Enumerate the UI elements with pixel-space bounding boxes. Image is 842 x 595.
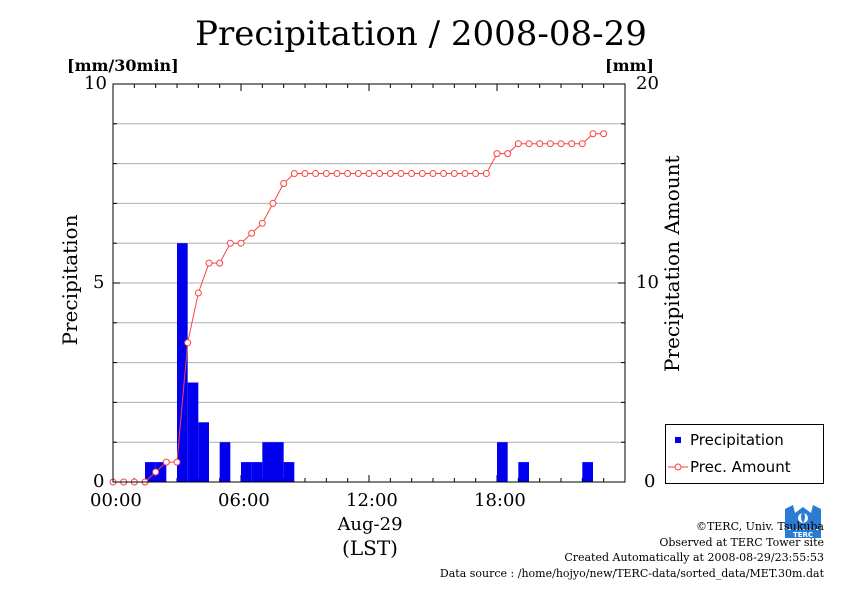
left-axis-unit: [mm/30min] xyxy=(67,56,179,75)
x-date-label: Aug-29 xyxy=(337,514,403,535)
amount-point xyxy=(365,170,373,178)
x-tick-0600: 06:00 xyxy=(218,490,270,511)
amount-point xyxy=(536,140,544,148)
amount-point xyxy=(173,458,181,466)
amount-point xyxy=(493,150,501,158)
amount-point xyxy=(354,170,362,178)
footer-source: Data source : /home/hojyo/new/TERC-data/… xyxy=(439,566,824,580)
precipitation-bar xyxy=(198,422,209,482)
amount-point xyxy=(248,229,256,237)
x-tick-1200: 12:00 xyxy=(346,490,398,511)
precipitation-bar xyxy=(283,462,295,482)
amount-point xyxy=(386,170,394,178)
amount-point xyxy=(472,170,480,178)
legend: Precipitation Prec. Amount xyxy=(665,424,824,484)
terc-logo: TERC xyxy=(783,503,823,539)
precipitation-bars xyxy=(145,243,593,482)
x-tick-1800: 18:00 xyxy=(474,490,526,511)
amount-point xyxy=(205,259,213,267)
svg-text:TERC: TERC xyxy=(793,531,813,539)
precipitation-bar xyxy=(145,462,156,482)
footer: ©TERC, Univ. Tsukuba Observed at TERC To… xyxy=(440,519,824,581)
amount-point xyxy=(216,259,224,267)
amount-point xyxy=(546,140,554,148)
precipitation-bar xyxy=(155,462,167,482)
amount-point xyxy=(461,170,469,178)
amount-point xyxy=(397,170,405,178)
amount-point xyxy=(450,170,458,178)
precipitation-bar xyxy=(241,462,252,482)
amount-point xyxy=(504,150,512,158)
amount-point xyxy=(600,130,608,138)
amount-point xyxy=(269,199,277,207)
precipitation-bar xyxy=(582,462,593,482)
amount-point xyxy=(418,170,426,178)
amount-point xyxy=(408,170,416,178)
precipitation-bar xyxy=(497,442,508,482)
plot-frame xyxy=(112,83,626,483)
amount-point xyxy=(194,289,202,297)
precipitation-bar xyxy=(187,382,199,482)
precipitation-bar xyxy=(251,462,263,482)
left-y-tick-0: 0 xyxy=(93,471,105,492)
amount-point xyxy=(557,140,565,148)
left-y-tick-10: 10 xyxy=(84,73,107,94)
legend-item-precipitation: Precipitation xyxy=(666,430,823,450)
amount-point xyxy=(237,239,245,247)
left-y-tick-5: 5 xyxy=(93,272,105,293)
amount-point xyxy=(333,170,341,178)
legend-line-swatch xyxy=(668,463,688,471)
footer-created: Created Automatically at 2008-08-29/23:5… xyxy=(564,551,824,564)
right-y-tick-10: 10 xyxy=(636,272,659,293)
precipitation-bar xyxy=(518,462,529,482)
amount-point xyxy=(226,239,234,247)
footer-observed: Observed at TERC Tower site xyxy=(659,535,824,549)
chart-title: Precipitation / 2008-08-29 xyxy=(195,14,647,54)
legend-label-precipitation: Precipitation xyxy=(690,431,784,449)
legend-bar-swatch xyxy=(675,437,681,443)
precipitation-bar xyxy=(177,243,188,482)
amount-point xyxy=(184,339,192,347)
amount-point xyxy=(258,219,266,227)
amount-point xyxy=(440,170,448,178)
right-y-tick-0: 0 xyxy=(644,471,656,492)
amount-point xyxy=(301,170,309,178)
amount-point xyxy=(482,170,490,178)
amount-point xyxy=(514,140,522,148)
amount-point xyxy=(589,130,597,138)
footer-copyright: ©TERC, Univ. Tsukuba xyxy=(695,520,824,533)
amount-point xyxy=(344,170,352,178)
precipitation-bar xyxy=(219,442,231,482)
amount-point xyxy=(578,140,586,148)
legend-label-amount: Prec. Amount xyxy=(690,458,791,476)
precipitation-bar xyxy=(273,442,284,482)
right-y-tick-20: 20 xyxy=(636,73,659,94)
amount-point xyxy=(290,170,298,178)
amount-point xyxy=(312,170,320,178)
amount-point xyxy=(322,170,330,178)
amount-point xyxy=(525,140,533,148)
precipitation-bar xyxy=(262,442,273,482)
amount-point xyxy=(429,170,437,178)
amount-point xyxy=(376,170,384,178)
amount-point xyxy=(568,140,576,148)
x-tick-0000: 00:00 xyxy=(90,490,142,511)
amount-point xyxy=(280,180,288,187)
amount-point xyxy=(152,468,160,476)
right-axis-unit: [mm] xyxy=(605,56,654,75)
amount-point xyxy=(162,458,170,466)
legend-item-amount: Prec. Amount xyxy=(666,457,823,477)
x-timezone-label: (LST) xyxy=(342,536,398,560)
